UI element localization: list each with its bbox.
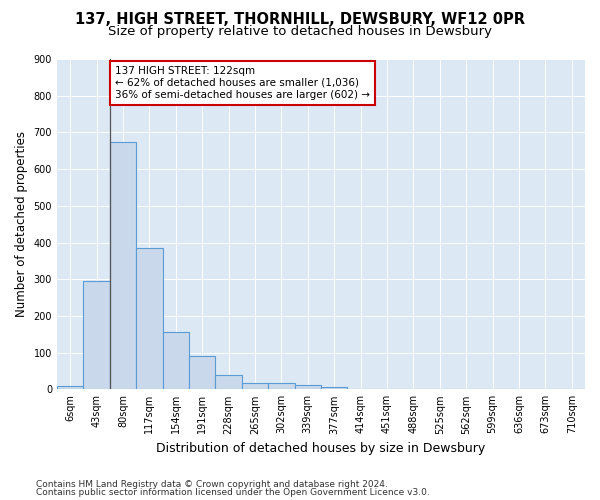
Bar (136, 248, 163, 390)
X-axis label: Distribution of detached houses by size in Dewsbury: Distribution of detached houses by size … (157, 442, 485, 455)
Text: Contains public sector information licensed under the Open Government Licence v3: Contains public sector information licen… (36, 488, 430, 497)
Text: Size of property relative to detached houses in Dewsbury: Size of property relative to detached ho… (108, 25, 492, 38)
Bar (110, 142, 136, 390)
Text: 137 HIGH STREET: 122sqm
← 62% of detached houses are smaller (1,036)
36% of semi: 137 HIGH STREET: 122sqm ← 62% of detache… (115, 66, 370, 100)
Bar (83, 281, 110, 390)
Bar (215, 376, 242, 390)
Bar (163, 332, 189, 390)
Text: 137, HIGH STREET, THORNHILL, DEWSBURY, WF12 0PR: 137, HIGH STREET, THORNHILL, DEWSBURY, W… (75, 12, 525, 28)
Bar (321, 388, 347, 390)
Text: Contains HM Land Registry data © Crown copyright and database right 2024.: Contains HM Land Registry data © Crown c… (36, 480, 388, 489)
Bar (57, 386, 83, 390)
Bar (242, 383, 268, 390)
Bar (295, 385, 321, 390)
Bar (268, 383, 295, 390)
Bar (189, 356, 215, 390)
Y-axis label: Number of detached properties: Number of detached properties (15, 131, 28, 317)
